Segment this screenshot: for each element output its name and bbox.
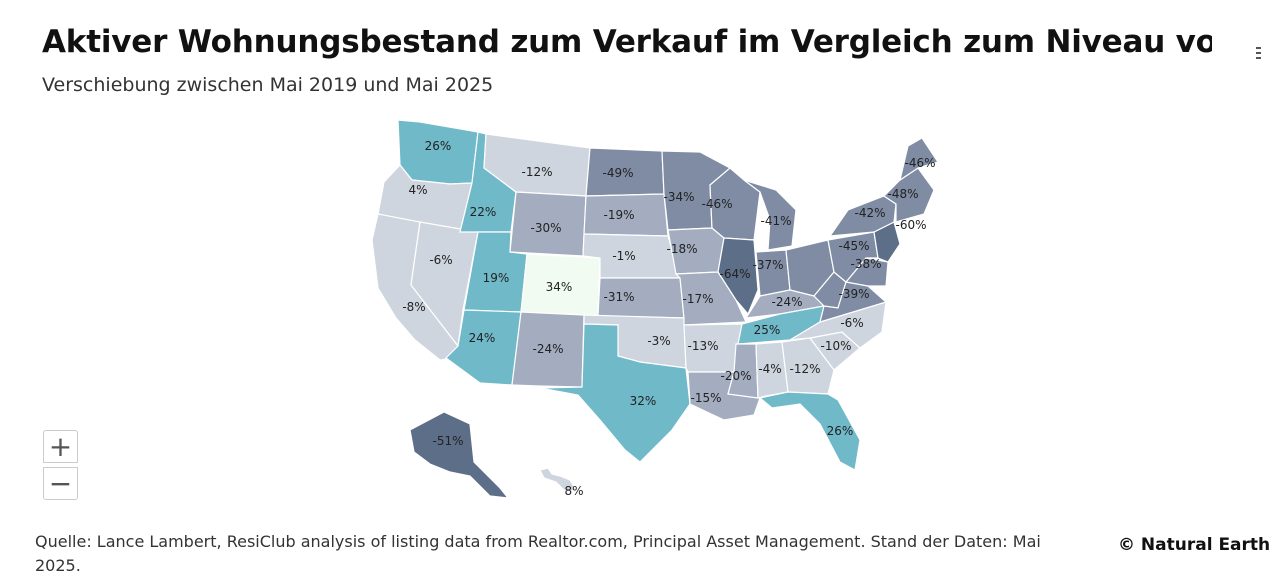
state-label-la: -15%: [690, 391, 721, 405]
source-note: Quelle: Lance Lambert, ResiClub analysis…: [35, 532, 1041, 575]
state-label-al: -4%: [758, 362, 781, 376]
state-label-ms: -20%: [720, 369, 751, 383]
zoom-out-button[interactable]: −: [43, 467, 78, 500]
state-label-ia: -18%: [666, 242, 697, 256]
state-label-mt: -12%: [521, 165, 552, 179]
state-label-nm: -24%: [532, 342, 563, 356]
state-hi[interactable]: [539, 467, 577, 493]
zoom-in-button[interactable]: +: [43, 430, 78, 463]
map-credit: © Natural Earth: [1118, 535, 1271, 555]
state-label-pa: -45%: [838, 239, 869, 253]
state-label-ny: -42%: [854, 206, 885, 220]
state-label-ut: 19%: [483, 271, 510, 285]
state-label-ak: -51%: [432, 434, 463, 448]
state-label-wa: 26%: [425, 139, 452, 153]
state-label-nv: -6%: [429, 253, 452, 267]
hamburger-menu-icon[interactable]: [1248, 40, 1268, 66]
state-nm[interactable]: [511, 311, 585, 388]
plus-icon: +: [48, 429, 73, 463]
state-label-mn: -34%: [663, 190, 694, 204]
state-label-ne-us: -48%: [887, 187, 918, 201]
state-label-wi: -46%: [701, 197, 732, 211]
state-label-co: 34%: [546, 280, 573, 294]
state-label-me: -46%: [904, 156, 935, 170]
state-wi[interactable]: [709, 167, 761, 241]
state-label-va: -39%: [838, 287, 869, 301]
state-label-tn: 25%: [754, 323, 781, 337]
state-label-ca: -8%: [402, 300, 425, 314]
state-label-ok: -3%: [647, 334, 670, 348]
state-label-wy: -30%: [530, 221, 561, 235]
state-label-sc: -10%: [820, 339, 851, 353]
state-mi[interactable]: [743, 179, 797, 251]
state-label-il: -64%: [719, 267, 750, 281]
minus-icon: −: [48, 466, 73, 500]
state-tx[interactable]: [539, 323, 691, 463]
state-label-nd: -49%: [602, 166, 633, 180]
state-label-ar: -13%: [687, 339, 718, 353]
state-label-or: 4%: [408, 183, 427, 197]
state-ak[interactable]: [409, 411, 510, 499]
state-fl[interactable]: [758, 391, 861, 471]
map-title: Aktiver Wohnungsbestand zum Verkauf im V…: [42, 24, 1212, 60]
state-label-md: -38%: [850, 257, 881, 271]
state-label-nc: -6%: [840, 316, 863, 330]
state-label-tx: 32%: [630, 394, 657, 408]
state-label-hi: 8%: [564, 484, 583, 498]
state-label-mo: -17%: [682, 292, 713, 306]
state-in[interactable]: [755, 249, 791, 297]
state-label-ks: -31%: [603, 290, 634, 304]
state-me[interactable]: [899, 137, 939, 182]
state-label-ne: -1%: [612, 249, 635, 263]
state-label-ga: -12%: [789, 362, 820, 376]
state-label-az: 24%: [469, 331, 496, 345]
state-label-sd: -19%: [603, 208, 634, 222]
state-label-nj: -60%: [895, 218, 926, 232]
state-ms[interactable]: [727, 343, 759, 399]
state-label-in: -37%: [752, 258, 783, 272]
state-label-fl: 26%: [827, 424, 854, 438]
state-label-id: 22%: [470, 205, 497, 219]
map-subtitle: Verschiebung zwischen Mai 2019 und Mai 2…: [42, 74, 494, 96]
state-label-ky: -24%: [771, 295, 802, 309]
state-label-mi: -41%: [760, 214, 791, 228]
